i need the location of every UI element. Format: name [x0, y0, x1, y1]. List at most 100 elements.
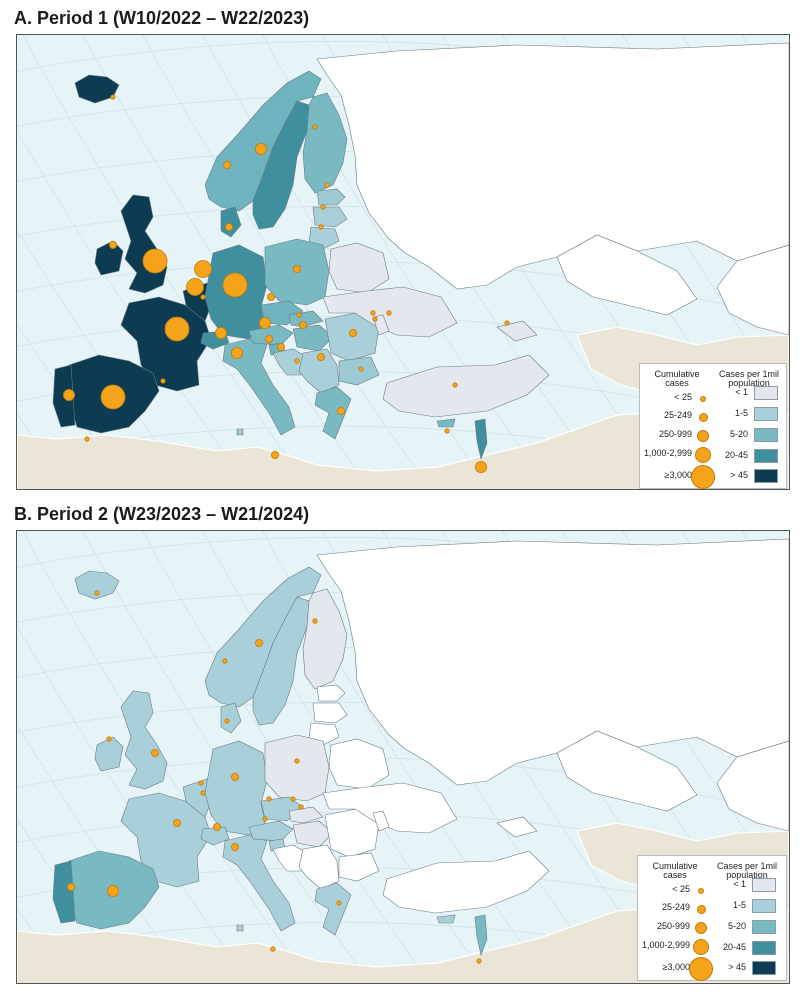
legend-rate-swatch: [754, 428, 778, 442]
country-france: [120, 296, 212, 392]
legend-rate-label: < 1: [733, 879, 746, 889]
no-data-land: [316, 538, 789, 786]
case-bubble-iceland: [110, 94, 116, 100]
no-data-land: [556, 234, 698, 316]
case-bubble-poland: [292, 264, 301, 273]
case-bubble-iceland: [94, 590, 100, 596]
legend-rate-swatch: [752, 961, 776, 975]
case-bubble-france: [164, 316, 190, 342]
country-croatia: [272, 348, 308, 376]
legend-case-bubble: [689, 957, 713, 981]
case-bubble-belgium: [186, 278, 204, 296]
legend-case-bubble: [691, 465, 715, 489]
case-bubble-gibraltar: [84, 436, 90, 442]
map-period-2-canvas: [17, 531, 789, 983]
no-data-land: [556, 730, 698, 812]
legend-rate-swatch: [754, 469, 778, 483]
case-bubble-germany: [230, 772, 239, 781]
country-bulgaria: [338, 852, 380, 882]
case-bubble-norway: [222, 161, 231, 170]
country-iceland: [74, 570, 120, 600]
country-moldova: [372, 810, 390, 832]
case-bubble-israel: [476, 958, 482, 964]
country-italy: [222, 834, 296, 932]
country-estonia: [316, 684, 346, 702]
country-israel: [474, 914, 488, 957]
no-data-land: [716, 244, 789, 336]
country-poland: [264, 734, 330, 802]
legend-rate-label: < 1: [735, 387, 748, 397]
country-hungary: [292, 820, 334, 848]
case-bubble-uk: [142, 248, 168, 274]
legend-rate-label: 20-45: [722, 942, 746, 952]
case-bubble-slovakia: [290, 796, 296, 802]
legend-case-label: 250-999: [658, 429, 692, 439]
legend-case-bubble: [698, 412, 708, 422]
legend-case-label: 1,000-2,999: [641, 940, 690, 950]
legend-case-bubble: [698, 888, 704, 894]
case-bubble-estonia: [324, 182, 330, 188]
legend-case-bubble: [700, 396, 706, 402]
legend-case-bubble: [696, 904, 706, 914]
case-bubble-malta: [270, 946, 276, 952]
case-bubble-latvia: [320, 204, 326, 210]
country-germany: [204, 740, 268, 836]
case-bubble-portugal: [67, 882, 76, 891]
case-bubble-ukraine: [386, 310, 392, 316]
case-bubble-switzerland: [214, 326, 227, 339]
case-bubble-switzerland: [212, 822, 221, 831]
country-bulgaria: [338, 356, 380, 386]
no-data-land: [716, 740, 789, 832]
case-bubble-greece: [336, 900, 342, 906]
country-ireland: [94, 240, 124, 276]
panel-b-title: B. Period 2 (W23/2023 – W21/2024): [14, 504, 310, 524]
legend-case-label: 25-249: [663, 410, 692, 420]
legend-case-bubble: [693, 939, 709, 955]
case-bubble-netherlands: [198, 780, 204, 786]
case-bubble-hungary: [298, 320, 307, 329]
country-denmark: [220, 702, 242, 734]
legend-rate-label: 1-5: [734, 408, 748, 418]
legend-case-label: ≥3,000: [664, 470, 692, 480]
meridian-line: [17, 323, 131, 489]
legend-case-label: ≥3,000: [662, 962, 690, 972]
country-cyprus: [436, 418, 456, 428]
country-sweden: [252, 596, 310, 726]
case-bubble-germany: [222, 272, 248, 298]
country-switzerland: [200, 826, 230, 846]
legend-rate-swatch: [754, 449, 778, 463]
country-greece: [314, 386, 352, 440]
country-turkey: [382, 850, 550, 914]
country-portugal: [52, 860, 76, 924]
case-bubble-slovenia: [264, 334, 273, 343]
country-finland: [302, 588, 348, 690]
country-georgia: [496, 320, 538, 342]
panel-a-title: A. Period 1 (W10/2022 – W22/2023): [14, 8, 310, 28]
country-sweden: [252, 100, 310, 230]
legend-rate-swatch: [752, 899, 776, 913]
no-data-land: [316, 42, 789, 290]
case-bubble-greece: [336, 406, 345, 415]
legend-rate-label: > 45: [728, 962, 746, 972]
case-bubble-denmark: [224, 718, 230, 724]
map-period-1: Cumulative cases Cases per 1mil populatio…: [16, 34, 790, 490]
country-croatia: [272, 844, 308, 872]
country-hungary: [292, 324, 334, 352]
meridian-line: [17, 818, 131, 983]
case-bubble-sweden: [254, 143, 267, 156]
map-period-2: Cumulative cases Cases per 1mil populatio…: [16, 530, 790, 984]
case-bubble-morocco: [160, 378, 166, 384]
case-bubble-austria: [262, 816, 268, 822]
case-bubble-turkey: [452, 382, 458, 388]
country-estonia: [316, 188, 346, 206]
legend-rate-header: Cases per 1mil population: [716, 861, 778, 880]
legend-rate-swatch: [752, 941, 776, 955]
case-bubble-finland: [312, 124, 318, 130]
case-bubble-bulgaria: [358, 366, 364, 372]
legend-case-bubble: [697, 430, 709, 442]
case-bubble-spain: [100, 384, 126, 410]
case-bubble-portugal: [63, 388, 76, 401]
legend-case-label: 250-999: [656, 921, 690, 931]
case-bubble-czechia: [266, 292, 275, 301]
case-bubble-cyprus: [444, 428, 450, 434]
